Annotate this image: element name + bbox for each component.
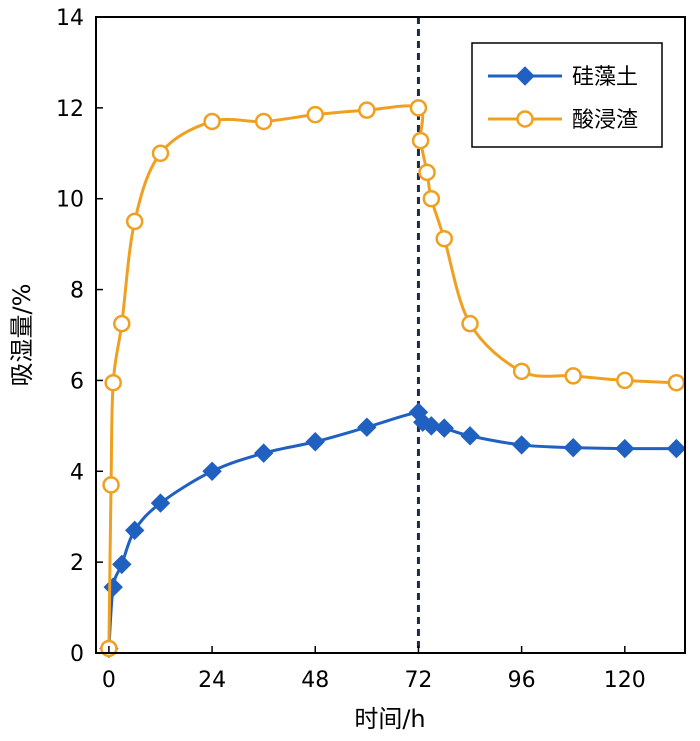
- data-point-硅藻土: [124, 520, 145, 541]
- data-point-酸浸渣: [422, 189, 441, 208]
- y-tick-label: 12: [56, 97, 84, 122]
- data-point-硅藻土: [202, 461, 222, 481]
- y-tick-label: 0: [70, 642, 84, 667]
- data-point-酸浸渣: [104, 373, 122, 392]
- data-point-酸浸渣: [418, 163, 436, 182]
- data-point-酸浸渣: [203, 112, 221, 131]
- data-point-酸浸渣: [512, 362, 531, 381]
- data-point-酸浸渣: [125, 212, 144, 231]
- y-axis-label: 吸湿量/%: [8, 284, 36, 387]
- legend-items: [488, 66, 562, 128]
- y-tick-label: 14: [56, 6, 84, 31]
- y-tick-label: 10: [56, 188, 84, 213]
- data-point-酸浸渣: [435, 229, 453, 248]
- y-tick-label: 6: [70, 369, 84, 394]
- y-tick-label: 4: [70, 460, 84, 485]
- data-point-硅藻土: [434, 418, 454, 438]
- legend-label-硅藻土: 硅藻土: [572, 65, 638, 90]
- data-point-硅藻土: [112, 554, 132, 575]
- data-point-酸浸渣: [306, 105, 325, 124]
- x-tick-label: 72: [404, 668, 432, 693]
- data-point-硅藻土: [150, 493, 171, 513]
- data-point-酸浸渣: [461, 314, 479, 333]
- legend-box: [471, 42, 663, 148]
- data-point-酸浸渣: [564, 367, 582, 385]
- data-point-硅藻土: [460, 426, 480, 446]
- x-tick-label: 0: [102, 668, 116, 693]
- data-point-硅藻土: [666, 438, 687, 459]
- data-point-酸浸渣: [409, 99, 428, 117]
- data-point-硅藻土: [357, 417, 377, 437]
- data-point-酸浸渣: [411, 131, 430, 150]
- legend-marker-酸浸渣: [516, 110, 534, 128]
- chart-marks: [99, 17, 687, 659]
- data-point-酸浸渣: [102, 476, 120, 494]
- data-point-酸浸渣: [667, 373, 686, 392]
- data-point-硅藻土: [615, 438, 635, 459]
- legend-marker-硅藻土: [515, 66, 535, 86]
- series-line-酸浸渣: [107, 104, 677, 649]
- x-tick-label: 120: [604, 668, 646, 693]
- legend-label-酸浸渣: 酸浸渣: [572, 108, 638, 133]
- data-point-硅藻土: [103, 577, 123, 597]
- series-line-硅藻土: [107, 410, 677, 649]
- data-point-硅藻土: [253, 443, 274, 463]
- x-tick-label: 24: [198, 668, 226, 693]
- legend: 硅藻土 酸浸渣: [471, 42, 663, 148]
- data-point-硅藻土: [421, 416, 442, 436]
- y-tick-label: 2: [70, 551, 84, 576]
- x-tick-label: 48: [301, 668, 329, 693]
- data-point-酸浸渣: [616, 371, 634, 390]
- data-point-酸浸渣: [254, 112, 273, 131]
- data-point-酸浸渣: [113, 314, 131, 333]
- data-point-硅藻土: [563, 437, 583, 458]
- x-tick-label: 96: [508, 668, 536, 693]
- data-point-酸浸渣: [358, 101, 376, 119]
- plot-frame: [95, 16, 686, 654]
- data-point-硅藻土: [305, 432, 325, 452]
- x-axis-label: 时间/h: [354, 705, 425, 733]
- data-point-酸浸渣: [151, 144, 170, 163]
- y-tick-label: 8: [70, 279, 84, 304]
- data-point-硅藻土: [511, 435, 532, 455]
